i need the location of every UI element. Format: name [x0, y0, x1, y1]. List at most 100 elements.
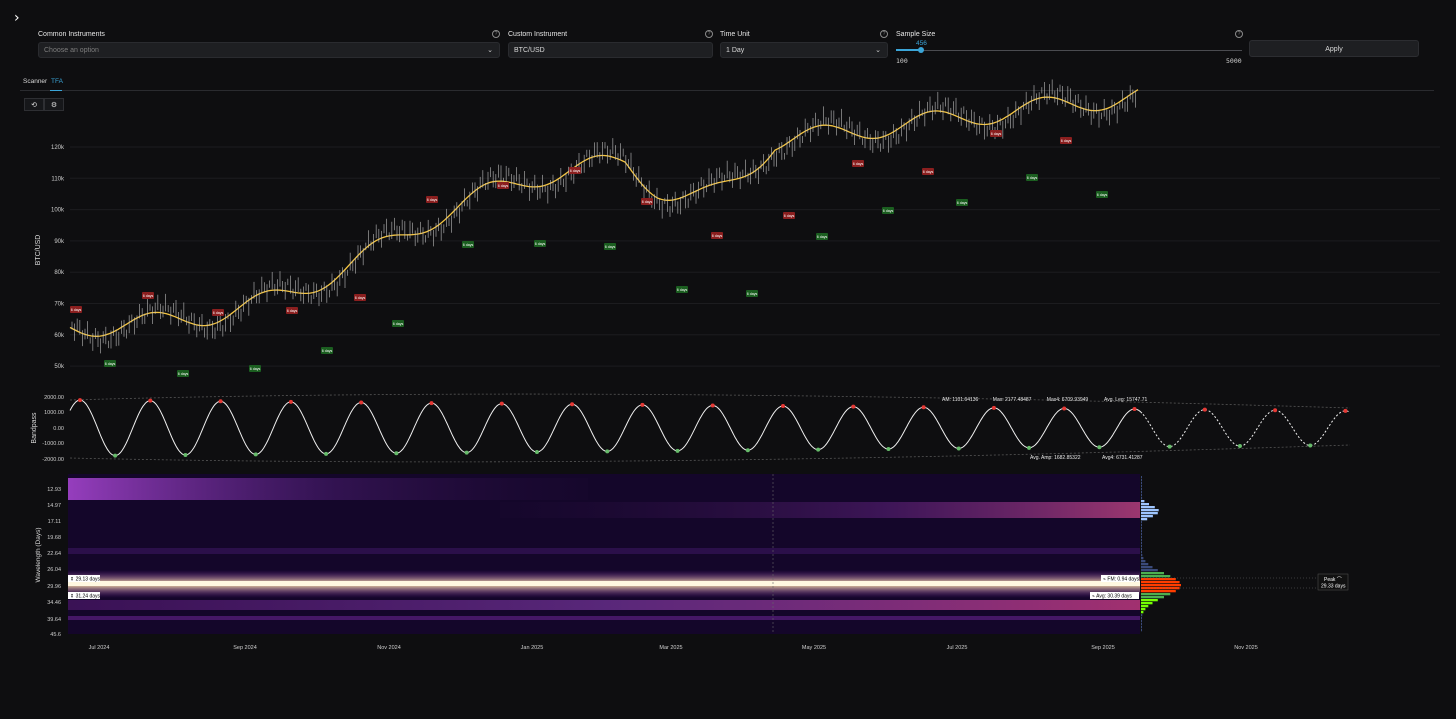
histogram-bar [1141, 539, 1142, 542]
wavelength-tag [68, 575, 100, 582]
cycle-top-marker [1060, 137, 1072, 144]
cycle-bottom-marker [882, 207, 894, 214]
histogram-bar [1141, 560, 1146, 563]
main-price-chart: 120k 110k 100k 90k 80k 70k 60k 50k BTC/USD 6 days… [35, 79, 1440, 377]
histogram-bar [1141, 629, 1142, 632]
common-instruments-select[interactable]: Choose an option ⌄ [38, 42, 500, 58]
histogram-bar [1141, 491, 1142, 494]
moving-average-line [69, 89, 1139, 337]
cycle-bottom-marker [956, 199, 968, 206]
help-icon[interactable]: ? [705, 30, 713, 38]
apply-button[interactable]: Apply [1249, 40, 1419, 57]
sample-size-track[interactable] [896, 50, 1242, 51]
cycle-bottom-label: 6 days [322, 349, 333, 353]
histogram-bar [1141, 557, 1144, 560]
cycle-top-marker [922, 168, 934, 175]
y-tick-label: 50k [54, 364, 65, 370]
cycle-top-label: 6 days [923, 170, 934, 174]
bandpass-peak-dot [499, 401, 504, 406]
time-unit-select[interactable]: 1 Day ⌄ [720, 42, 888, 58]
fm-tag-label: ⌁ FM: 0.94 days [1103, 577, 1140, 583]
bandpass-trough-dot [886, 447, 891, 452]
bandpass-peak-dot [781, 404, 785, 409]
help-icon[interactable]: ? [880, 30, 888, 38]
y-tick-label: 100k [51, 208, 65, 214]
histogram-bar [1141, 590, 1176, 593]
histogram-bar [1141, 542, 1142, 545]
y-tick-label: 0.00 [53, 426, 64, 432]
bandpass-trough-dot [464, 450, 469, 455]
time-unit-value: 1 Day [726, 47, 745, 54]
bandpass-peak-dot [851, 404, 856, 409]
cycle-top-marker [286, 307, 298, 314]
histogram-bar [1141, 548, 1142, 551]
y-tick-label: 26.04 [47, 567, 61, 573]
cycle-top-label: 6 days [143, 294, 154, 298]
custom-instrument-label: Custom Instrument [508, 31, 568, 38]
bandpass-trough-dot [324, 451, 329, 456]
histogram-bar [1141, 509, 1159, 512]
cycle-bottom-label: 6 days [535, 242, 546, 246]
cycle-top-label: 6 days [570, 169, 581, 173]
cycle-top-label: 6 days [1061, 139, 1072, 143]
bandpass-stat: Avg. Leg: 15747.71 [1104, 397, 1147, 403]
bandpass-stat: Max: 2177.48487 [993, 397, 1032, 403]
bandpass-stat: Avg4: 6731.41287 [1102, 455, 1143, 461]
bandpass-trough-dot [956, 446, 961, 451]
bandpass-trough-dot [394, 451, 399, 456]
cycle-bottom-marker [816, 233, 828, 240]
x-tick-label: Nov 2025 [1234, 645, 1258, 651]
bandpass-chart: 2000.00 1000.00 0.00 -1000.00 -2000.00 Bandpa… [31, 393, 1351, 463]
histogram-bar [1141, 518, 1148, 521]
histogram-bar [1141, 599, 1158, 602]
bandpass-peak-dot [1343, 408, 1348, 413]
common-instruments-label: Common Instruments [38, 31, 105, 38]
cycle-bottom-marker [177, 370, 189, 377]
cycle-bottom-marker [321, 347, 333, 354]
bandpass-projection [1142, 409, 1351, 448]
histogram-bar [1141, 503, 1149, 506]
cycle-bottom-marker [746, 290, 758, 297]
cycle-top-label: 6 days [991, 132, 1002, 136]
histogram-bar [1141, 575, 1171, 578]
cycle-top-marker [641, 198, 653, 205]
bandpass-trough-dot [1097, 445, 1102, 450]
cycle-top-label: 6 days [853, 162, 864, 166]
cycle-top-marker [354, 294, 366, 301]
cycle-bottom-label: 6 days [463, 243, 474, 247]
cycle-bottom-label: 6 days [883, 209, 894, 213]
y-tick-label: 1000.00 [44, 410, 64, 416]
histogram-bar [1141, 584, 1181, 587]
chevron-right-icon[interactable]: › [14, 10, 20, 26]
cycle-bottom-marker [249, 365, 261, 372]
histogram-bar [1141, 506, 1155, 509]
histogram-bar [1141, 608, 1146, 611]
sample-size-handle[interactable] [918, 47, 925, 53]
settings-icon[interactable]: ⚙ [44, 98, 64, 111]
histogram-bar [1141, 626, 1142, 629]
cycle-top-marker [497, 182, 509, 189]
reset-icon[interactable]: ⟲ [24, 98, 44, 111]
histogram-bar [1141, 515, 1153, 518]
help-icon[interactable]: ? [492, 30, 500, 38]
histogram-bar [1141, 596, 1164, 599]
x-tick-label: Nov 2024 [377, 645, 401, 651]
chevron-down-icon: ⌄ [875, 47, 881, 54]
histogram-bar [1141, 602, 1153, 605]
histogram-bar [1141, 479, 1142, 482]
tab-tfa[interactable]: TFA [51, 78, 63, 85]
y-tick-label: 34.46 [47, 600, 61, 606]
cycle-top-marker [142, 292, 154, 299]
histogram-bar [1141, 623, 1142, 626]
help-icon[interactable]: ? [1235, 30, 1243, 38]
custom-instrument-input[interactable]: BTC/USD [508, 42, 713, 58]
cycle-bottom-label: 6 days [605, 245, 616, 249]
bandpass-trough-dot [113, 453, 118, 458]
y-tick-label: -2000.00 [42, 457, 64, 463]
bandpass-trough-dot [1308, 443, 1313, 448]
histogram-bar [1141, 500, 1145, 503]
y-axis-label: Wavelength (Days) [35, 527, 42, 582]
tab-scanner[interactable]: Scanner [23, 78, 48, 85]
tab-divider [20, 90, 1434, 91]
envelope-upper [69, 393, 1351, 409]
